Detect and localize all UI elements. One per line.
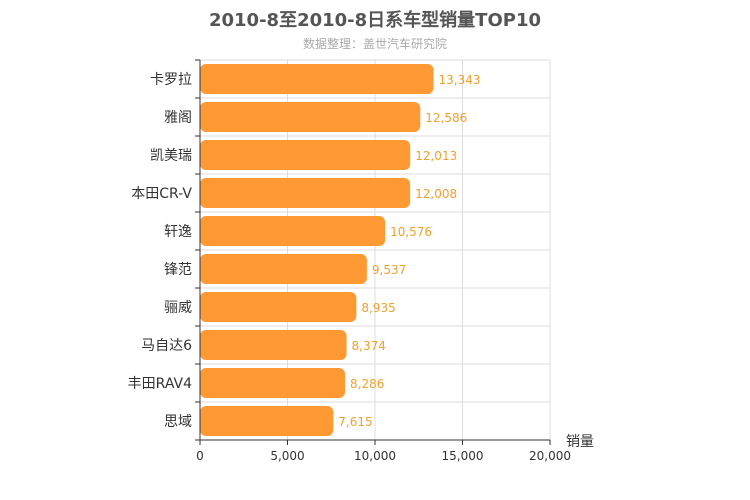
bar	[200, 330, 347, 360]
y-tick-label: 丰田RAV4	[128, 376, 192, 392]
bar	[200, 64, 434, 94]
x-tick-label: 0	[196, 449, 204, 463]
y-tick-label: 雅阁	[164, 110, 192, 126]
y-tick-label: 卡罗拉	[150, 72, 192, 88]
bar-value-label: 7,615	[338, 415, 372, 429]
y-tick-label: 凯美瑞	[150, 148, 192, 164]
y-tick-label: 骊威	[164, 300, 192, 316]
bar	[200, 178, 411, 208]
bar	[200, 216, 386, 246]
bar	[200, 368, 346, 398]
y-tick-label: 轩逸	[164, 224, 192, 240]
bar-value-label: 8,935	[361, 301, 395, 315]
x-tick-label: 10,000	[354, 449, 396, 463]
bar-value-label: 12,013	[415, 149, 457, 163]
bar-value-label: 9,537	[372, 263, 406, 277]
bar-value-label: 12,586	[425, 111, 467, 125]
bar-value-label: 8,374	[352, 339, 386, 353]
bar-value-label: 13,343	[439, 73, 481, 87]
bar-value-label: 12,008	[415, 187, 457, 201]
chart-subtitle: 数据整理：盖世汽车研究院	[302, 37, 447, 51]
bar	[200, 406, 334, 436]
y-tick-label: 马自达6	[141, 338, 192, 354]
chart-title: 2010-8至2010-8日系车型销量TOP10	[208, 10, 541, 31]
y-tick-label: 思域	[164, 414, 192, 430]
x-tick-label: 20,000	[529, 449, 571, 463]
x-axis-title: 销量	[566, 434, 594, 450]
x-tick-label: 5,000	[270, 449, 304, 463]
bars: 13,343 12,586 12,013 12,008 10,576 9,537 8,935…	[200, 64, 481, 436]
bar-value-label: 8,286	[350, 377, 384, 391]
bar	[200, 254, 367, 284]
y-tick-label: 锋范	[164, 261, 192, 278]
x-tick-label: 15,000	[442, 449, 484, 463]
bar	[200, 102, 421, 132]
bar	[200, 140, 411, 170]
bar-value-label: 10,576	[390, 225, 432, 239]
bar	[200, 292, 357, 322]
y-tick-label: 本田CR-V	[131, 186, 192, 202]
